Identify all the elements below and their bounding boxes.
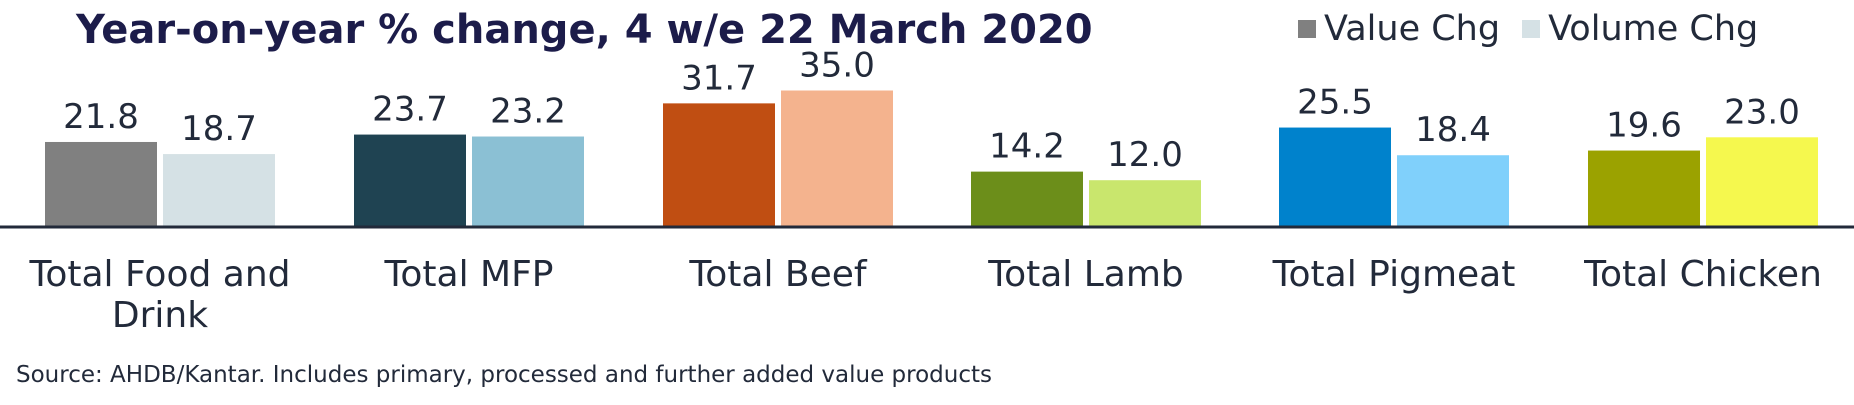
data-label-value-chg-total-pigmeat: 25.5: [1297, 83, 1373, 123]
data-label-value-chg-total-chicken: 19.6: [1606, 106, 1682, 146]
bar-value-chg-total-lamb: [971, 171, 1083, 227]
bar-volume-chg-total-food-and-drink: [163, 154, 275, 227]
category-label-total-lamb: Total Lamb: [987, 254, 1184, 295]
bar-value-chg-total-pigmeat: [1279, 127, 1391, 227]
bar-volume-chg-total-lamb: [1089, 180, 1201, 227]
data-label-volume-chg-total-chicken: 23.0: [1724, 92, 1800, 132]
bar-volume-chg-total-chicken: [1706, 137, 1818, 227]
legend-label-value-chg: Value Chg: [1324, 9, 1501, 49]
data-label-value-chg-total-food-and-drink: 21.8: [63, 97, 139, 137]
bar-volume-chg-total-beef: [781, 90, 893, 227]
category-label-total-mfp: Total MFP: [384, 254, 554, 295]
source-note: Source: AHDB/Kantar. Includes primary, p…: [16, 362, 993, 388]
category-label-total-food-and-drink: Drink: [112, 295, 208, 336]
bar-volume-chg-total-pigmeat: [1397, 155, 1509, 227]
data-label-value-chg-total-lamb: 14.2: [989, 127, 1065, 167]
bar-value-chg-total-mfp: [354, 134, 466, 227]
data-label-volume-chg-total-food-and-drink: 18.7: [181, 109, 257, 149]
data-label-volume-chg-total-lamb: 12.0: [1107, 135, 1183, 175]
category-label-total-beef: Total Beef: [688, 254, 868, 295]
chart-title: Year-on-year % change, 4 w/e 22 March 20…: [76, 7, 1093, 53]
bar-value-chg-total-food-and-drink: [45, 141, 157, 227]
category-label-total-food-and-drink: Total Food and: [28, 254, 290, 295]
bar-value-chg-total-beef: [663, 103, 775, 227]
legend-swatch-value-chg: [1298, 20, 1316, 38]
data-label-volume-chg-total-beef: 35.0: [799, 46, 875, 86]
bar-volume-chg-total-mfp: [472, 136, 584, 227]
legend-item-volume-chg: Volume Chg: [1522, 6, 1758, 52]
legend-swatch-volume-chg: [1522, 20, 1541, 38]
data-label-volume-chg-total-mfp: 23.2: [490, 92, 566, 132]
legend-item-value-chg: Value Chg: [1298, 6, 1500, 52]
legend-label-volume-chg: Volume Chg: [1548, 9, 1759, 49]
data-label-value-chg-total-mfp: 23.7: [372, 90, 448, 130]
category-label-total-chicken: Total Chicken: [1583, 254, 1822, 295]
category-label-total-pigmeat: Total Pigmeat: [1272, 254, 1516, 295]
chart-legend: Value Chg Volume Chg: [1298, 6, 1758, 52]
data-label-volume-chg-total-pigmeat: 18.4: [1415, 110, 1491, 150]
data-label-value-chg-total-beef: 31.7: [681, 58, 757, 98]
bar-value-chg-total-chicken: [1588, 150, 1700, 227]
